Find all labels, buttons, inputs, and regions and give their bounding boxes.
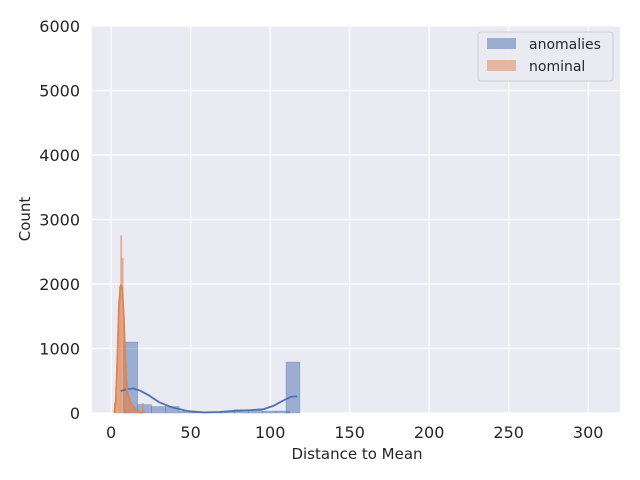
x-tick-label: 150 [334, 423, 365, 442]
anomalies-bar [151, 406, 166, 414]
anomalies-bar [261, 410, 277, 414]
x-tick-label: 300 [573, 423, 604, 442]
y-axis-label: Count [16, 197, 34, 242]
legend-label-nominal: nominal [529, 59, 585, 75]
y-tick-label: 0 [70, 404, 80, 423]
legend: anomalies nominal [477, 31, 614, 82]
nominal-kde-line [113, 284, 143, 414]
x-tick-label: 100 [255, 423, 286, 442]
x-tick-label: 0 [106, 423, 116, 442]
x-axis-label: Distance to Mean [291, 445, 422, 463]
anomalies-kde-line [120, 387, 298, 414]
legend-swatch-anomalies [487, 38, 516, 49]
y-tick-label: 2000 [39, 275, 80, 294]
anomalies-bar [285, 361, 301, 414]
kde-lines [113, 284, 298, 414]
x-tick-label: 250 [493, 423, 524, 442]
y-tick-label: 1000 [39, 340, 80, 359]
legend-label-anomalies: anomalies [529, 37, 601, 53]
y-tick-label: 6000 [39, 17, 80, 36]
y-tick-label: 5000 [39, 82, 80, 101]
y-tick-label: 4000 [39, 146, 80, 165]
x-tick-label: 50 [180, 423, 200, 442]
y-tick-label: 3000 [39, 211, 80, 230]
nominal-bar [143, 410, 145, 414]
y-tick-labels: 0 1000 2000 3000 4000 5000 6000 [39, 17, 80, 423]
legend-swatch-nominal [487, 60, 516, 71]
x-tick-labels: 0 50 100 150 200 250 300 [106, 423, 603, 442]
x-tick-label: 200 [414, 423, 445, 442]
